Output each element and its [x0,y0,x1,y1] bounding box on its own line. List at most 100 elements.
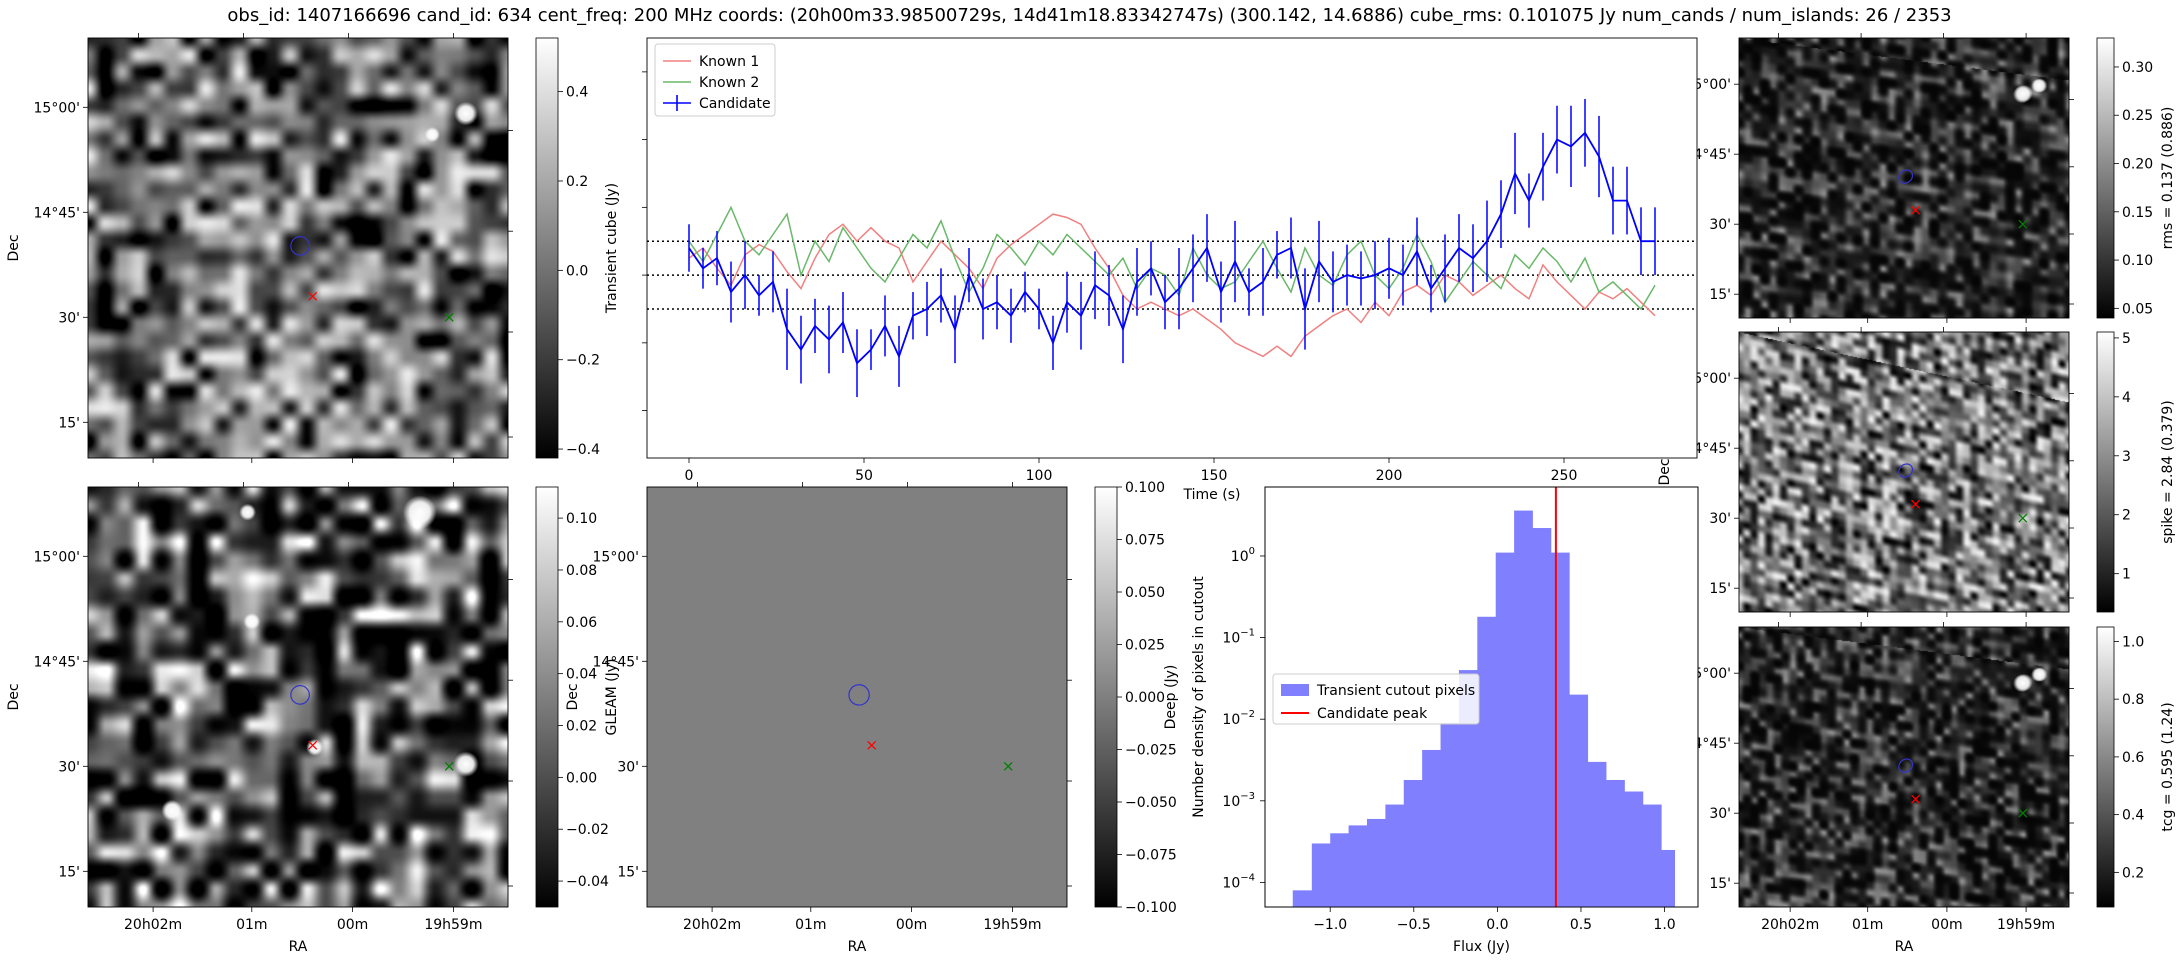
legend-box [654,43,776,117]
y-tick-base: 10 [1222,875,1240,891]
colorbar-bar [2096,626,2115,908]
x-tick-label: 250 [1551,468,1578,484]
colorbar-tick-label: −0.100 [1125,900,1177,916]
colorbar-tick-label: 0.30 [2122,60,2153,76]
dec-tick-label: 30' [1709,806,1731,822]
colorbar-tick-label: 2 [2122,508,2131,524]
colorbar-tick-label: 0.04 [566,667,597,683]
colorbar-label: Transient cube (Jy) [604,183,620,314]
dec-tick-label: 15°00' [593,549,639,565]
colorbar-tick-label: 3 [2122,449,2131,465]
series-line-known-1 [688,213,1656,358]
candidate-marker [308,740,318,750]
histogram-bar [1624,791,1644,907]
colorbar-bar [1094,486,1118,908]
histogram-bar [1422,749,1441,907]
legend-box [1272,673,1480,725]
transient-colorbar: 0.4 0.2 0.0 −0.2 −0.4 Transient cube (Jy) [535,37,620,459]
dec-axis-label: Dec [565,683,581,710]
histogram-bar [1495,552,1515,907]
x-axis-label: Flux (Jy) [1453,939,1510,955]
histogram-bar [1292,890,1313,907]
axes-frame [646,486,1068,908]
colorbar-tick-label: −0.075 [1125,848,1177,864]
candidate-contour [848,684,870,706]
histogram-bar [1642,804,1662,907]
legend-label: Known 2 [699,75,759,91]
x-tick-label: −1.0 [1313,917,1347,933]
ra-tick-label: 01m [236,917,267,933]
colorbar-bar [535,37,559,459]
histogram-bar [1477,616,1497,907]
ra-tick-label: 20h02m [124,917,182,933]
y-tick-base: 10 [1222,712,1240,728]
histogram-bar [1532,528,1552,907]
deep-colorbar: 0.100 0.075 0.050 0.025 0.000 −0.025 −0.050 −0.… [1094,480,1179,916]
colorbar-label: rms = 0.137 (0.886) [2160,107,2176,250]
transient-image [88,38,508,458]
reference-marker [2018,219,2028,229]
colorbar-tick-label: 0.4 [2122,808,2144,824]
colorbar-tick-label: 0.05 [2122,301,2153,317]
dec-tick-label: 30' [617,759,639,775]
legend-swatch [1281,684,1309,696]
colorbar-tick-label: 0.0 [566,263,588,279]
ra-axis-label: RA [289,939,308,955]
colorbar-tick-label: 0.075 [1125,533,1165,549]
x-tick-label: −0.5 [1397,917,1431,933]
colorbar-tick-label: 0.025 [1125,638,1165,654]
lightcurve-axes-frame [646,37,1698,459]
dec-tick-label: 15' [1709,876,1731,892]
candidate-marker [1911,205,1921,215]
y-tick-base: 10 [1222,794,1240,810]
candidate-marker [867,740,877,750]
histogram-bar [1514,510,1533,907]
dec-tick-label: 30' [1709,217,1731,233]
x-tick-label: 100 [1026,468,1053,484]
tcg-image [1739,627,2069,907]
axes-frame [87,486,509,908]
colorbar-tick-label: 0.25 [2122,108,2153,124]
ra-tick-label: 00m [337,917,368,933]
histogram-bar [1440,722,1460,907]
rms-image [1739,38,2069,318]
colorbar-tick-label: 0.4 [566,85,588,101]
colorbar-tick-label: 0.10 [2122,253,2153,269]
y-tick-base: 10 [1222,631,1240,647]
histogram-bar [1606,779,1625,907]
dec-tick-label: 14°45' [34,205,80,221]
reference-marker [444,312,454,322]
legend-label: Candidate peak [1317,706,1428,722]
y-tick-base: 10 [1231,549,1249,565]
histogram-frame [1264,486,1699,908]
candidate-contour [1898,169,1914,184]
colorbar-tick-label: 0.10 [566,511,597,527]
colorbar-tick-label: 1 [2122,567,2131,583]
series-line-candidate [688,131,1655,365]
ra-tick-label: 20h02m [683,917,741,933]
histogram-bar [1311,843,1331,907]
ra-tick-label: 19h59m [1997,917,2055,933]
dec-tick-label: 15' [1709,581,1731,597]
candidate-contour [290,236,310,256]
colorbar-tick-label: 0.8 [2122,692,2144,708]
colorbar-tick-label: 0.02 [566,719,597,735]
colorbar-tick-label: −0.04 [566,874,609,890]
colorbar-tick-label: 0.08 [566,563,597,579]
colorbar-tick-label: 0.06 [566,615,597,631]
colorbar-tick-label: 0.15 [2122,205,2153,221]
x-tick-label: 0.5 [1570,917,1592,933]
colorbar-tick-label: 1.0 [2122,634,2144,650]
y-tick-label: 10−1 [1222,628,1255,647]
dec-tick-label: 15°00' [34,100,80,116]
candidate-marker [1911,499,1921,509]
dec-tick-label: 14°45' [593,654,639,670]
candidate-contour [290,685,310,705]
colorbar-label: spike = 2.84 (0.379) [2160,400,2176,544]
colorbar-tick-label: −0.02 [566,822,609,838]
legend-label: Transient cutout pixels [1316,683,1475,699]
colorbar-label: tcg = 0.595 (1.24) [2160,702,2176,831]
dec-axis-label: Dec [6,234,22,261]
dec-tick-label: 15' [58,864,80,880]
